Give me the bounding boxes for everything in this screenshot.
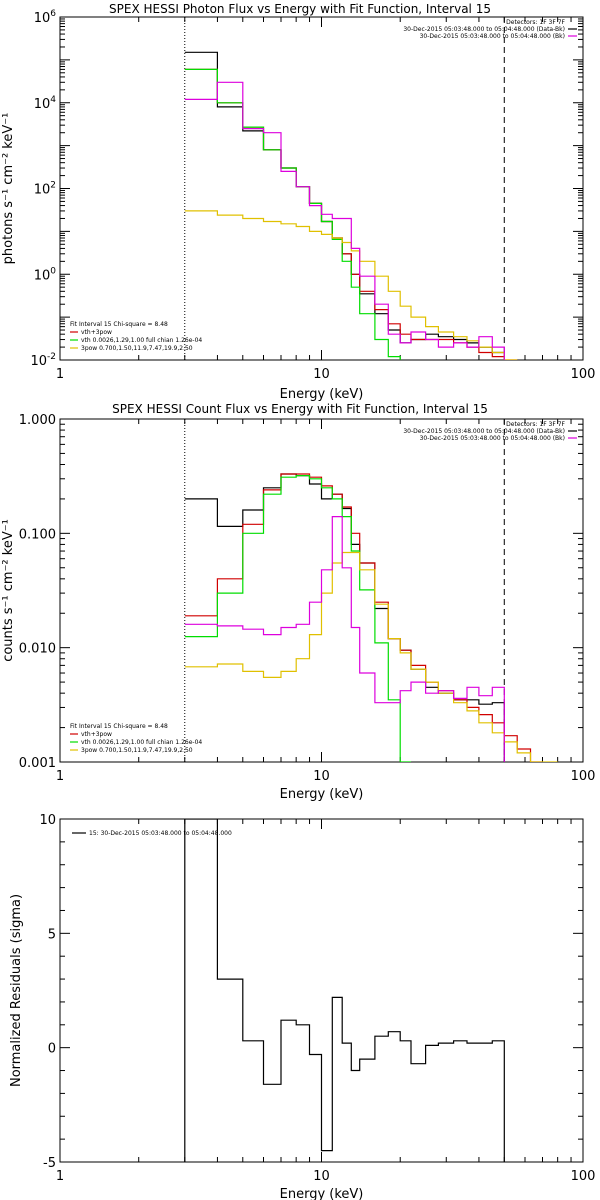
series-line-2: [184, 475, 411, 762]
y-tick-label: 0: [48, 1042, 56, 1057]
y-tick-label: 104: [34, 95, 57, 112]
header-line-0: Detectors: 1F 3F 7F: [506, 421, 565, 428]
y-tick-label: -5: [43, 1156, 56, 1171]
y-tick-exp: 2: [50, 181, 56, 191]
series-group: [184, 51, 518, 360]
series-line-2: [184, 68, 401, 360]
y-tick-label: 100: [34, 266, 57, 283]
y-tick-label: 10-2: [30, 352, 56, 369]
x-tick-label: 100: [571, 367, 596, 382]
x-tick-label: 10: [313, 769, 330, 784]
y-tick-base: -5: [43, 1156, 56, 1171]
y-tick-base: 0: [48, 1042, 56, 1057]
y-tick-label: 0.001: [19, 756, 56, 771]
x-axis-label: Energy (keV): [280, 787, 364, 802]
y-axis-label: counts s⁻¹ cm⁻² keV⁻¹: [1, 519, 16, 662]
y-tick-base: 10: [39, 813, 56, 828]
y-tick-label: 0.100: [19, 527, 56, 542]
legend-entry-1: vth+3pow: [81, 329, 112, 336]
y-tick-exp: -2: [47, 352, 56, 362]
legend-entry-0: Fit Interval 15 Chi-square = 8.48: [70, 723, 168, 730]
series-line-0: [184, 819, 505, 1162]
y-axis-label: Normalized Residuals (sigma): [9, 894, 24, 1087]
y-tick-base: 5: [48, 927, 56, 942]
y-tick-label: 0.010: [19, 642, 56, 657]
y-tick-base: 1.000: [19, 413, 56, 428]
chart-panel-1: SPEX HESSI Photon Flux vs Energy with Fi…: [1, 2, 595, 402]
y-tick-label: 1.000: [19, 413, 56, 428]
series-line-3: [184, 210, 518, 360]
header-line-1: 30-Dec-2015 05:03:48.000 to 05:04:48.000…: [403, 26, 565, 33]
y-tick-label: 5: [48, 927, 56, 942]
x-tick-label: 1: [56, 367, 64, 382]
chart-panel-3: 1 10 100 -5 0 5 10 Energy (keV) Normalized Resid…: [9, 813, 595, 1200]
header-line-1: 30-Dec-2015 05:03:48.000 to 05:04:48.000…: [403, 428, 565, 435]
y-tick-label: 10: [39, 813, 56, 828]
legend-entry-3: 3pow 0.700,1.50,11.9,7.47,19.9,2.50: [81, 345, 193, 352]
series-group: [184, 819, 505, 1162]
x-tick-label: 1: [56, 1169, 64, 1184]
y-tick-base: 0.010: [19, 642, 56, 657]
series-line-4: [184, 516, 505, 762]
y-tick-exp: 6: [50, 9, 56, 19]
y-tick-label: 102: [34, 181, 56, 198]
legend-entry-2: vth 0.0026,1.29,1.00 full chian 1.26e-04: [81, 739, 202, 746]
x-axis-label: Energy (keV): [280, 387, 364, 402]
series-line-0: [184, 473, 505, 762]
y-tick-base: 0.001: [19, 756, 56, 771]
chart-title: SPEX HESSI Photon Flux vs Energy with Fi…: [109, 2, 491, 16]
x-tick-label: 10: [313, 1169, 330, 1184]
header-line-0: Detectors: 1F 3F 7F: [506, 19, 565, 26]
chart-title: SPEX HESSI Count Flux vs Energy with Fit…: [112, 402, 488, 416]
legend-entry-0: Fit Interval 15 Chi-square = 8.48: [70, 321, 168, 328]
y-tick-exp: 4: [50, 95, 56, 105]
y-tick-base: 10: [34, 11, 51, 26]
y-tick-base: 10: [34, 183, 51, 198]
y-tick-base: 10: [30, 354, 47, 369]
header-line-2: 30-Dec-2015 05:03:48.000 to 05:04:48.000…: [420, 33, 565, 40]
y-axis-label: photons s⁻¹ cm⁻² keV⁻¹: [1, 113, 16, 265]
x-axis-label: Energy (keV): [280, 1187, 364, 1200]
legend-entry-1: vth+3pow: [81, 731, 112, 738]
y-tick-base: 10: [34, 268, 51, 283]
series-line-0: [184, 51, 505, 360]
y-tick-base: 0.100: [19, 527, 56, 542]
legend-entry-0: 15: 30-Dec-2015 05:03:48.000 to 05:04:48…: [89, 830, 232, 837]
series-line-4: [184, 81, 505, 360]
header-line-2: 30-Dec-2015 05:03:48.000 to 05:04:48.000…: [420, 435, 565, 442]
x-tick-label: 1: [56, 769, 64, 784]
x-tick-label: 100: [571, 1169, 596, 1184]
x-tick-label: 100: [571, 769, 596, 784]
y-tick-base: 10: [34, 97, 51, 112]
chart-panel-2: SPEX HESSI Count Flux vs Energy with Fit…: [1, 402, 595, 802]
legend-entry-3: 3pow 0.700,1.50,11.9,7.47,19.9,2.50: [81, 747, 193, 754]
series-line-1: [184, 473, 543, 762]
y-tick-exp: 0: [50, 266, 56, 276]
y-tick-label: 106: [34, 9, 57, 26]
series-line-3: [184, 551, 558, 762]
x-tick-label: 10: [313, 367, 330, 382]
series-group: [184, 473, 558, 762]
legend-entry-2: vth 0.0026,1.29,1.00 full chian 1.26e-04: [81, 337, 202, 344]
